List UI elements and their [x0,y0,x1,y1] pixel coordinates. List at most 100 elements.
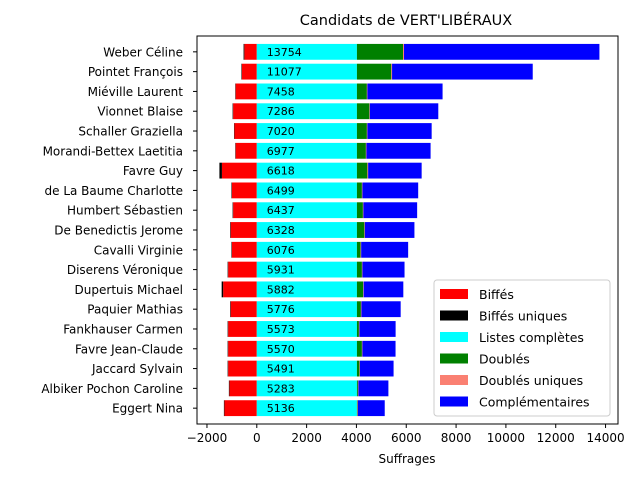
bar-complementaires-paquier-mathias [361,301,401,318]
bar-listes-completes-eggert-nina [256,400,357,417]
x-tick-label: 4000 [341,431,372,445]
bar-listes-completes-morandi-bettex-laetitia [256,142,357,159]
legend-item-biffes-uniques: Biffés uniques [440,309,567,324]
y-tick-label-favre-guy: Favre Guy [123,164,183,178]
bar-listes-completes-humbert-sebastien [256,202,357,219]
legend-label: Doublés [479,352,530,367]
y-tick-label-pointet-francois: Pointet François [88,65,183,79]
bar-row-schaller-graziella: 7020 [233,123,432,139]
bar-row-pointet-francois: 11077 [241,63,533,80]
bar-complementaires-morandi-bettex-laetitia [366,142,431,159]
legend-item-complementaires: Complémentaires [440,395,590,410]
y-tick-label-de-benedictis-jerome: De Benedictis Jerome [54,224,183,238]
bar-listes-completes-weber-celine [256,43,357,60]
bar-row-weber-celine: 13754 [243,43,600,60]
bar-complementaires-pointet-francois [392,63,533,80]
legend-item-doubles: Doublés [440,352,530,367]
bar-doubles-vionnet-blaise [356,103,370,120]
bar-listes-completes-favre-jean-claude [256,340,357,357]
total-label-schaller-graziella: 7020 [267,125,295,138]
bar-row-favre-guy: 6618 [219,162,422,179]
y-tick-label-paquier-mathias: Paquier Mathias [87,303,183,317]
bar-doubles-dupertuis-michael [356,281,364,298]
bar-complementaires-diserens-veronique [362,261,405,278]
bar-biffes-humbert-sebastien [233,202,257,219]
bar-row-de-benedictis-jerome: 6328 [230,222,415,238]
bar-row-fankhauser-carmen: 5573 [227,321,396,337]
bar-biffes-pointet-francois [241,63,257,80]
bar-doubles-fankhauser-carmen [356,321,359,337]
bar-row-vionnet-blaise: 7286 [232,103,439,120]
bar-biffes-paquier-mathias [230,301,257,318]
bar-doubles-mieville-laurent [356,83,367,100]
x-axis: −2000 0 2000 4000 6000 8000 10000 12000 14000 [187,424,625,445]
legend-item-doubles-uniques: Doublés uniques [440,373,583,388]
bar-complementaires-de-la-baume-charlotte [362,182,419,199]
total-label-weber-celine: 13754 [267,46,302,59]
y-tick-label-de-la-baume-charlotte: de La Baume Charlotte [45,184,184,198]
total-label-cavalli-virginie: 6076 [267,244,295,257]
bar-listes-completes-schaller-graziella [256,123,357,139]
bar-biffes-jaccard-sylvain [228,360,257,377]
bar-complementaires-weber-celine [404,43,600,60]
bar-row-mieville-laurent: 7458 [235,83,443,100]
bar-biffes-cavalli-virginie [231,241,257,258]
bar-row-eggert-nina: 5136 [223,400,385,417]
total-label-de-benedictis-jerome: 6328 [267,224,295,237]
bar-row-paquier-mathias: 5776 [230,301,401,318]
x-tick-label: 0 [253,431,261,445]
legend-label: Biffés uniques [479,309,567,324]
bar-doubles-favre-jean-claude [356,340,362,357]
bar-listes-completes-dupertuis-michael [256,281,357,298]
bar-listes-completes-fankhauser-carmen [256,321,357,337]
y-tick-label-morandi-bettex-laetitia: Morandi-Bettex Laetitia [43,144,183,158]
total-label-eggert-nina: 5136 [267,402,295,415]
total-label-jaccard-sylvain: 5491 [267,363,295,376]
bar-complementaires-humbert-sebastien [363,202,418,219]
total-label-favre-guy: 6618 [267,165,295,178]
bar-row-jaccard-sylvain: 5491 [227,360,394,377]
bar-listes-completes-vionnet-blaise [256,103,357,120]
bar-biffes-eggert-nina [224,400,257,417]
bar-complementaires-de-benedictis-jerome [364,222,415,238]
bar-doubles-pointet-francois [356,63,392,80]
bar-biffes-favre-guy [221,162,257,179]
bar-doubles-diserens-veronique [356,261,362,278]
bar-biffes-uniques-dupertuis-michael [221,281,224,298]
y-tick-label-favre-jean-claude: Favre Jean-Claude [75,342,183,356]
total-label-fankhauser-carmen: 5573 [267,323,295,336]
bar-biffes-albiker-pochon-caroline [229,380,257,397]
bar-doubles-favre-guy [356,162,368,179]
x-tick-label: 2000 [291,431,322,445]
bar-doubles-uniques-pointet-francois [391,63,393,80]
bar-listes-completes-diserens-veronique [256,261,357,278]
bar-complementaires-favre-jean-claude [362,340,396,357]
y-tick-label-cavalli-virginie: Cavalli Virginie [94,243,183,257]
y-tick-label-albiker-pochon-caroline: Albiker Pochon Caroline [41,382,183,396]
bar-complementaires-eggert-nina [357,400,385,417]
total-label-mieville-laurent: 7458 [267,85,295,98]
y-tick-label-weber-celine: Weber Céline [103,45,183,59]
bar-biffes-dupertuis-michael [223,281,257,298]
y-tick-label-dupertuis-michael: Dupertuis Michael [75,283,183,297]
bar-biffes-de-la-baume-charlotte [231,182,257,199]
bar-complementaires-fankhauser-carmen [359,321,396,337]
bar-biffes-morandi-bettex-laetitia [235,142,257,159]
bar-doubles-humbert-sebastien [356,202,363,219]
legend-item-listes-completes: Listes complètes [440,330,584,345]
legend-box [433,279,611,417]
total-label-albiker-pochon-caroline: 5283 [267,382,295,395]
total-label-diserens-veronique: 5931 [267,264,295,277]
bar-row-dupertuis-michael: 5882 [221,281,404,298]
bar-doubles-weber-celine [356,43,404,60]
bar-listes-completes-de-la-baume-charlotte [256,182,357,199]
bar-row-albiker-pochon-caroline: 5283 [228,380,389,397]
bar-listes-completes-albiker-pochon-caroline [256,380,357,397]
total-label-paquier-mathias: 5776 [267,303,295,316]
bar-complementaires-dupertuis-michael [363,281,404,298]
legend-item-biffes: Biffés [440,287,514,302]
bar-complementaires-schaller-graziella [367,123,432,139]
bar-doubles-uniques-favre-guy [367,162,369,179]
x-tick-label: −2000 [187,431,228,445]
